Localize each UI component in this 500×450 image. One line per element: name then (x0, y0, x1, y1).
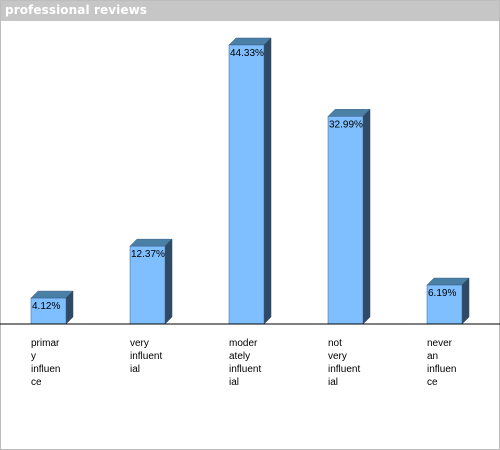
bar-side-face (263, 37, 272, 325)
bar (327, 116, 364, 325)
tick-label: primar y influen ce (31, 338, 60, 388)
tick-label: very influent ial (130, 338, 162, 375)
tick-label: not very influent ial (328, 338, 360, 388)
data-label: 6.19% (428, 288, 456, 299)
data-label: 12.37% (131, 249, 165, 260)
chart-title-bar: professional reviews (1, 1, 499, 21)
bar (30, 297, 67, 325)
tick-label: never an influen ce (427, 338, 456, 388)
bar (129, 245, 166, 325)
bar (228, 44, 265, 325)
bar-side-face (164, 238, 173, 325)
data-label: 4.12% (32, 301, 60, 312)
data-label: 44.33% (230, 48, 264, 59)
bar-side-face (362, 108, 371, 325)
chart-title: professional reviews (5, 3, 148, 17)
data-label: 32.99% (329, 119, 363, 130)
tick-label: moder ately influent ial (229, 338, 261, 388)
bar-side-face (461, 277, 470, 325)
